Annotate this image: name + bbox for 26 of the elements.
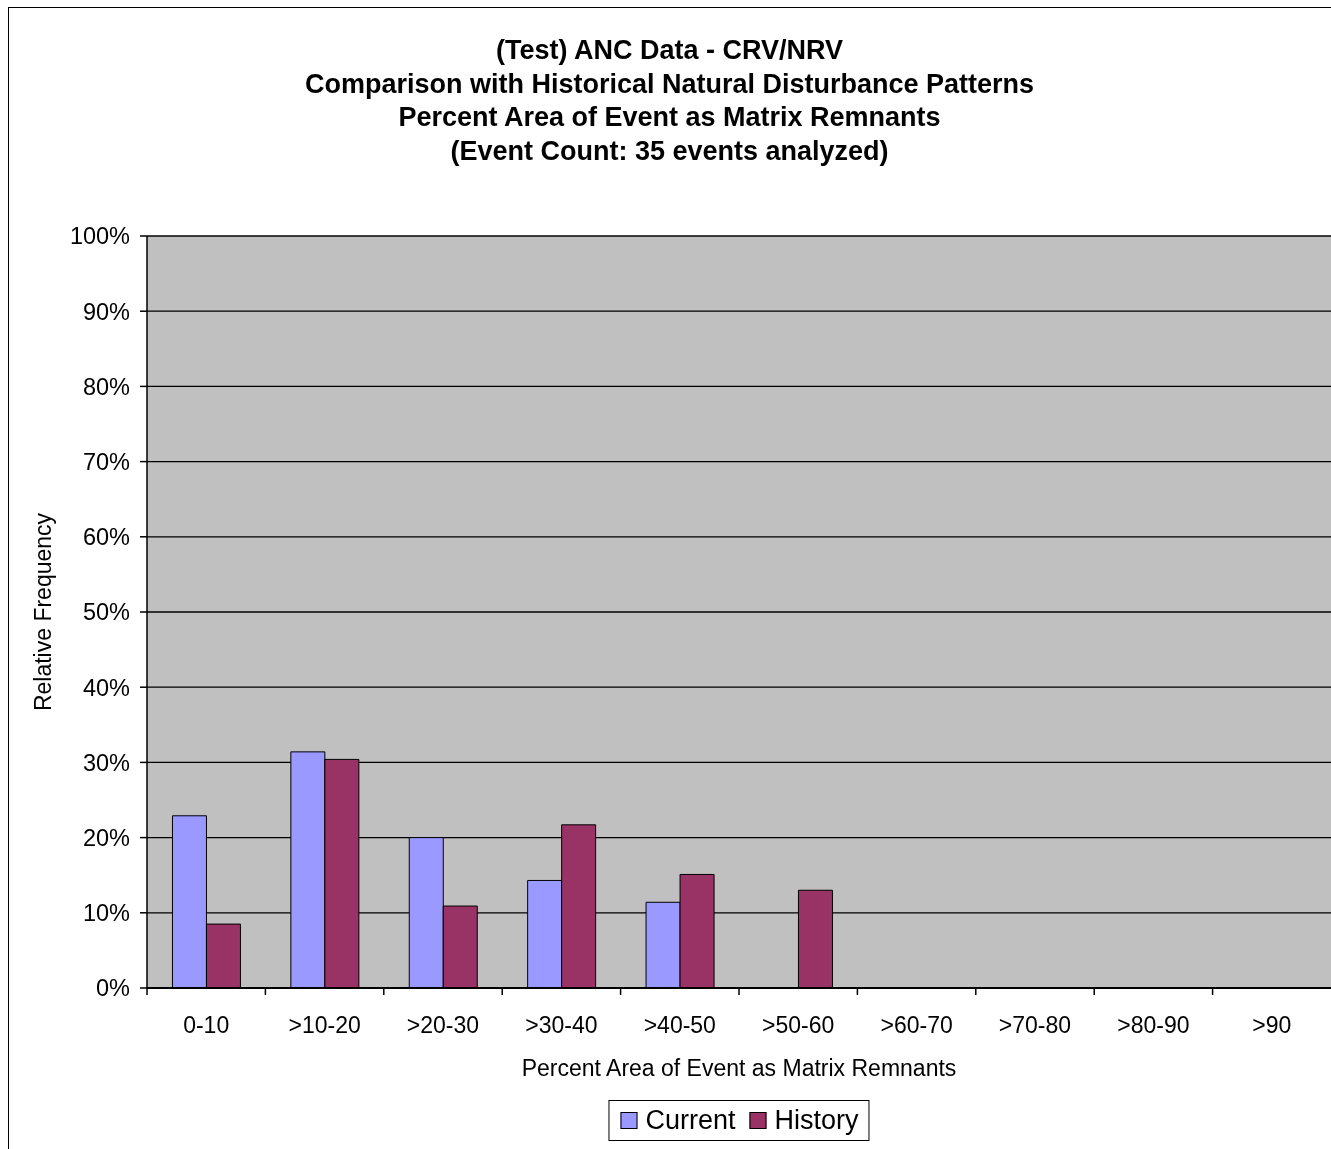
y-tick-label: 60% xyxy=(82,524,131,551)
chart-title: (Test) ANC Data - CRV/NRV Comparison with Historical Natural Disturbance Patterns Percent Area of Event as Matrix Remnants (Event Count: 35 events analyzed) xyxy=(303,34,1036,169)
x-axis-title: Percent Area of Event as Matrix Remnants xyxy=(521,1054,957,1082)
y-tick-label: 30% xyxy=(82,749,131,776)
y-tick-label: 50% xyxy=(82,599,131,626)
x-tick-label: >40-50 xyxy=(643,1012,716,1039)
y-tick-label: 80% xyxy=(82,373,131,400)
x-tick-label: >50-60 xyxy=(762,1012,835,1039)
x-tick-label: >90 xyxy=(1252,1012,1292,1039)
y-tick-label: 20% xyxy=(82,824,131,851)
x-tick-label: >30-40 xyxy=(525,1012,598,1039)
y-tick-label: 90% xyxy=(82,298,131,325)
x-tick-label: >70-80 xyxy=(998,1012,1072,1039)
x-tick-label: >10-20 xyxy=(288,1012,361,1039)
x-tick-label: >20-30 xyxy=(406,1012,480,1039)
y-tick-label: 10% xyxy=(82,900,131,927)
x-tick-label: >80-90 xyxy=(1117,1012,1190,1039)
legend-label: Current xyxy=(645,1105,736,1136)
y-tick-label: 100% xyxy=(69,223,131,250)
y-tick-label: 0% xyxy=(96,975,131,1002)
y-tick-label: 40% xyxy=(82,674,131,701)
y-tick-label: 70% xyxy=(82,448,131,475)
x-tick-label: 0-10 xyxy=(183,1012,230,1039)
legend-label: History xyxy=(774,1105,859,1136)
x-tick-label: >60-70 xyxy=(880,1012,953,1039)
y-axis-title: Relative Frequency xyxy=(29,512,57,712)
